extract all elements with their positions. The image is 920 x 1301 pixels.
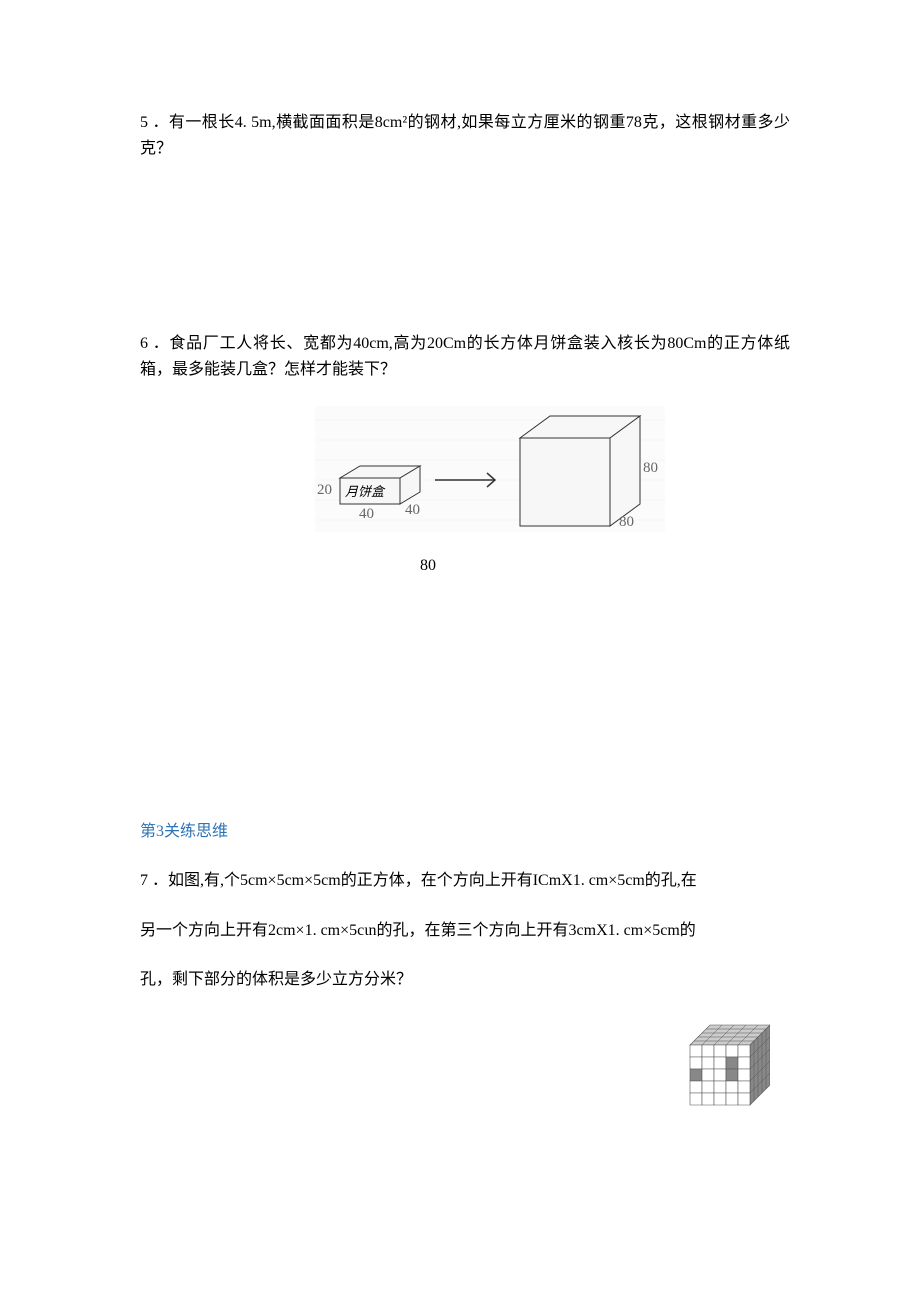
section-3-heading: 第3关练思维	[140, 819, 790, 845]
q6-number: 6	[140, 335, 148, 352]
question-5-text: 5 ．有一根长4. 5m,横截面面积是8cm²的钢材,如果每立方厘米的钢重78克…	[140, 110, 790, 161]
q7-line2: 另一个方向上开有2cm×1. cm×5cιn的孔，在第三个方向上开有3cmX1.…	[140, 918, 790, 944]
question-5: 5 ．有一根长4. 5m,横截面面积是8cm²的钢材,如果每立方厘米的钢重78克…	[140, 110, 790, 161]
q5-number: 5	[140, 114, 148, 131]
question-6-text: 6 ．食品厂工人将长、宽都为40cm,高为20Cm的长方体月饼盒装入核长为80C…	[140, 331, 790, 382]
small-d-label: 40	[405, 502, 420, 518]
question-7: 7 ．如图,有,个5cm×5cm×5cm的正方体，在个方向上开有ICmX1. c…	[140, 868, 790, 1121]
question-6: 6 ．食品厂工人将长、宽都为40cm,高为20Cm的长方体月饼盒装入核长为80C…	[140, 331, 790, 578]
big-d-label: 80	[619, 514, 634, 530]
mooncake-box: 月饼盒	[340, 466, 420, 504]
q7-line3: 孔，剩下部分的体积是多少立方分米？	[140, 967, 790, 993]
q7-number: 7	[140, 872, 148, 889]
cube-grid-svg	[680, 1023, 770, 1113]
q6-body: ．食品厂工人将长、宽都为40cm,高为20Cm的长方体月饼盒装入核长为80Cm的…	[140, 335, 790, 378]
big-h-label: 80	[643, 460, 658, 476]
q7-line1: 7 ．如图,有,个5cm×5cm×5cm的正方体，在个方向上开有ICmX1. c…	[140, 868, 790, 894]
spacer-2	[140, 609, 790, 789]
big-cube	[520, 416, 640, 526]
small-h-label: 20	[317, 482, 332, 498]
q6-diagram: 月饼盒 20 40 40 80 80 80	[140, 400, 790, 578]
q7-text-1: ．如图,有,个5cm×5cm×5cm的正方体，在个方向上开有ICmX1. cm×…	[152, 872, 697, 889]
q6-caption: 80	[420, 553, 790, 579]
q5-body: ．有一根长4. 5m,横截面面积是8cm²的钢材,如果每立方厘米的钢重78克，这…	[140, 114, 790, 157]
spacer	[140, 191, 790, 331]
boxes-diagram-svg: 月饼盒 20 40 40 80 80	[255, 400, 675, 540]
q7-cube-figure	[140, 1023, 790, 1122]
small-w-label: 40	[359, 506, 374, 522]
mooncake-label: 月饼盒	[345, 484, 386, 499]
